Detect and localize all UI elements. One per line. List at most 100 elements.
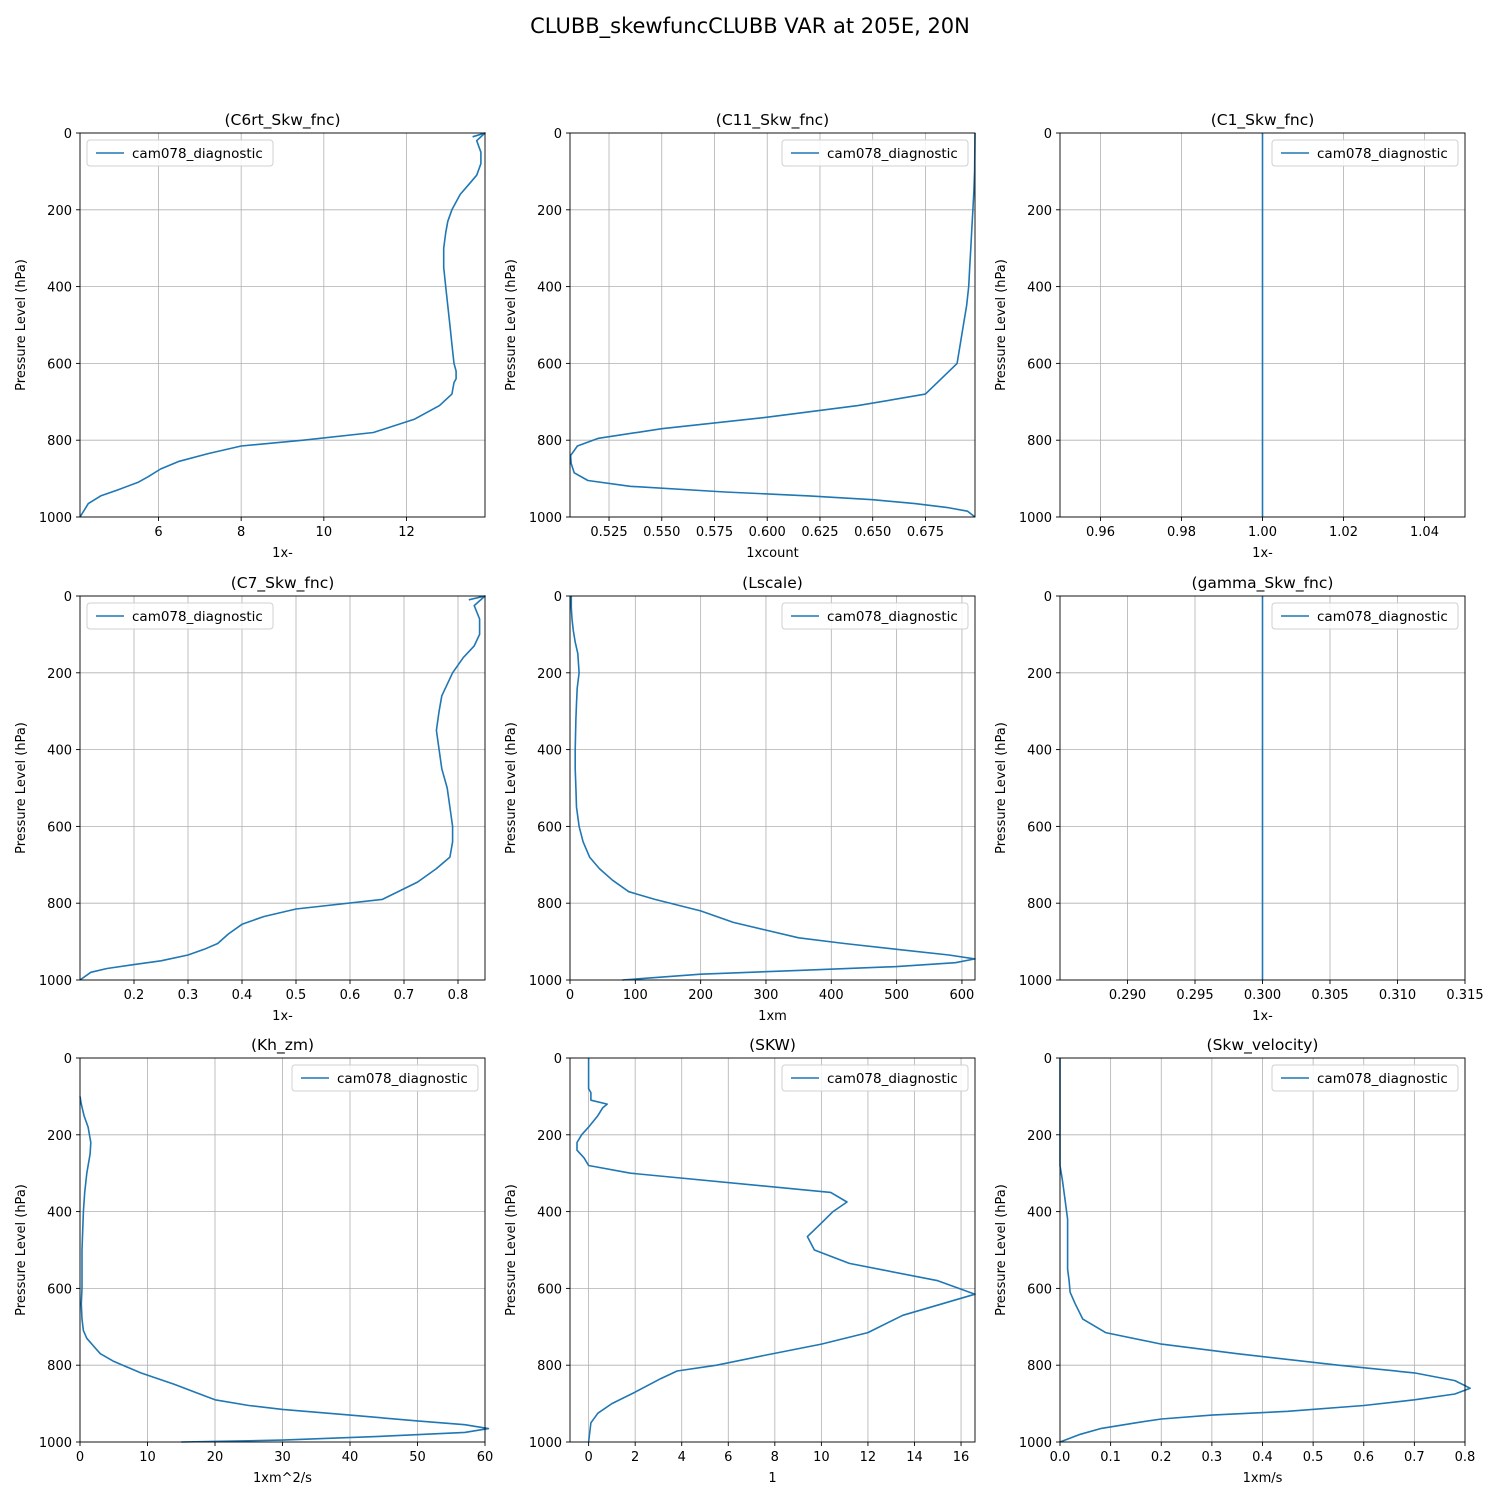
x-tick-label: 0.300 (1244, 988, 1281, 1003)
y-tick-label: 600 (1027, 357, 1052, 372)
y-tick-label: 600 (537, 820, 562, 835)
y-axis-label: Pressure Level (hPa) (14, 722, 29, 854)
legend-box (781, 1064, 969, 1092)
figure-title: CLUBB_skewfuncCLUBB VAR at 205E, 20N (530, 14, 970, 38)
y-tick-label: 200 (537, 667, 562, 682)
x-tick-label: 0.3 (178, 988, 199, 1003)
x-axis-label: 1xcount (746, 546, 798, 561)
y-axis-label: Pressure Level (hPa) (994, 259, 1009, 391)
y-tick-label: 200 (1027, 667, 1052, 682)
chart-panel: 0.0 0.1 0.2 0.3 0.4 0.5 0.6 0.7 0.8 0 200 400 600 800… (994, 1036, 1475, 1486)
y-tick-label: 600 (47, 357, 72, 372)
y-tick-label: 400 (47, 281, 72, 296)
chart-title: (C1_Skw_fnc) (1211, 111, 1315, 130)
chart-panel: 0 10 20 30 40 50 6002004006008001000(Kh_zm)1xm… (14, 1036, 493, 1486)
x-tick-label: 200 (688, 988, 713, 1003)
legend-box (291, 1064, 479, 1092)
x-tick-label: 14 (906, 1450, 923, 1465)
x-tick-label: 0 (76, 1450, 84, 1465)
y-tick-label: 1000 (529, 1436, 562, 1451)
y-axis-label: Pressure Level (hPa) (504, 722, 519, 854)
x-tick-label: 0.8 (1455, 1450, 1476, 1465)
x-tick-label: 0.3 (1202, 1450, 1223, 1465)
y-tick-label: 1000 (39, 511, 72, 526)
y-tick-label: 600 (1027, 1282, 1052, 1297)
y-axis-label: Pressure Level (hPa) (14, 259, 29, 391)
legend: cam078_diagnostic (1271, 139, 1459, 167)
y-tick-label: 800 (47, 1359, 72, 1374)
x-axis-label: 1x- (272, 546, 293, 561)
chart-title: (Kh_zm) (251, 1036, 314, 1055)
y-tick-label: 200 (537, 204, 562, 219)
legend-box (781, 139, 969, 167)
legend-label: cam078_diagnostic (1317, 609, 1448, 625)
legend: cam078_diagnostic (781, 602, 969, 630)
x-tick-label: 1.04 (1410, 525, 1439, 540)
y-tick-label: 600 (47, 1282, 72, 1297)
y-tick-label: 0 (64, 590, 72, 605)
x-tick-label: 6 (154, 525, 162, 540)
y-tick-label: 0 (554, 127, 562, 142)
y-tick-label: 400 (1027, 744, 1052, 759)
legend-box (1271, 602, 1459, 630)
y-axis-label: Pressure Level (hPa) (14, 1184, 29, 1316)
plot-frame (569, 132, 976, 518)
y-tick-label: 800 (537, 434, 562, 449)
chart-title: (C6rt_Skw_fnc) (224, 111, 340, 130)
x-tick-label: 0.295 (1176, 988, 1213, 1003)
x-tick-label: 50 (409, 1450, 426, 1465)
y-tick-label: 400 (1027, 281, 1052, 296)
x-tick-label: 0.6 (340, 988, 361, 1003)
y-axis-label: Pressure Level (hPa) (504, 259, 519, 391)
x-tick-label: 0.675 (907, 525, 944, 540)
x-tick-label: 0.2 (124, 988, 145, 1003)
x-tick-label: 1.02 (1329, 525, 1358, 540)
y-axis-label: Pressure Level (hPa) (994, 722, 1009, 854)
x-tick-label: 20 (207, 1450, 224, 1465)
x-tick-label: 0.550 (643, 525, 680, 540)
x-tick-label: 1.00 (1248, 525, 1277, 540)
y-tick-label: 0 (1044, 590, 1052, 605)
x-tick-label: 0.8 (448, 988, 469, 1003)
x-tick-label: 0.650 (854, 525, 891, 540)
chart-title: (Lscale) (742, 574, 803, 592)
series-line (79, 1096, 490, 1443)
chart-title: (Skw_velocity) (1207, 1036, 1319, 1055)
y-tick-label: 800 (1027, 434, 1052, 449)
x-tick-label: 16 (953, 1450, 970, 1465)
x-tick-label: 0.4 (1252, 1450, 1273, 1465)
legend-box (1271, 1064, 1459, 1092)
legend: cam078_diagnostic (781, 1064, 969, 1092)
y-tick-label: 200 (47, 204, 72, 219)
x-tick-label: 0.575 (696, 525, 733, 540)
y-tick-label: 1000 (529, 974, 562, 989)
legend: cam078_diagnostic (781, 139, 969, 167)
x-tick-label: 0.315 (1446, 988, 1483, 1003)
y-tick-label: 400 (537, 1206, 562, 1221)
y-tick-label: 800 (47, 434, 72, 449)
x-tick-label: 0.1 (1100, 1450, 1121, 1465)
series-line (79, 595, 486, 981)
x-tick-label: 0.7 (1404, 1450, 1425, 1465)
x-tick-label: 0 (566, 988, 574, 1003)
y-tick-label: 800 (537, 1359, 562, 1374)
plot-frame (79, 132, 486, 518)
y-tick-label: 400 (47, 1206, 72, 1221)
legend-box (86, 139, 274, 167)
x-tick-label: 0.6 (1353, 1450, 1374, 1465)
x-tick-label: 0.600 (749, 525, 786, 540)
chart-panel: 0 2 4 6 8 10 12 14 16 0 200 400 600 800 1000 (SKW) 1 Pres… (504, 1036, 976, 1486)
chart-panel: 0.290 0.295 0.300 0.305 0.310 0.315 0 200 400 600… (994, 574, 1484, 1024)
x-tick-label: 0.96 (1086, 525, 1115, 540)
x-tick-label: 6 (724, 1450, 732, 1465)
x-tick-label: 600 (950, 988, 975, 1003)
x-tick-label: 0.5 (1303, 1450, 1324, 1465)
y-tick-label: 1000 (1019, 1436, 1052, 1451)
legend-label: cam078_diagnostic (337, 1071, 468, 1087)
y-tick-label: 200 (1027, 1129, 1052, 1144)
legend: cam078_diagnostic (291, 1064, 479, 1092)
x-axis-label: 1x- (1252, 546, 1273, 561)
x-tick-label: 30 (274, 1450, 291, 1465)
legend: cam078_diagnostic (1271, 602, 1459, 630)
